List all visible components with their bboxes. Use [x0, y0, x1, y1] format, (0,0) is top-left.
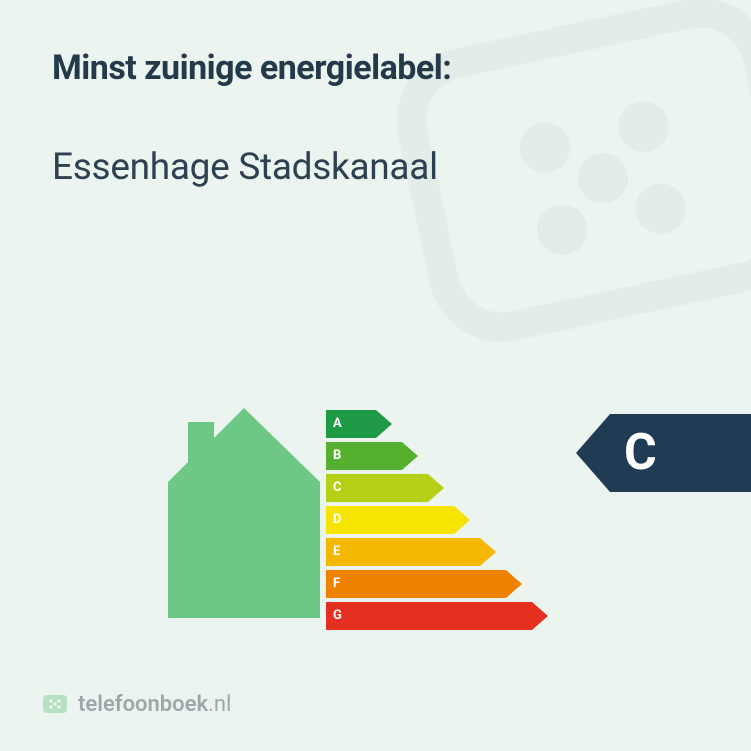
bar-label: C — [333, 480, 342, 495]
energy-graphic: A B C D E F G C — [168, 382, 728, 662]
energy-bar-a: A — [326, 410, 548, 438]
watermark-icon — [352, 0, 751, 419]
house-icon — [168, 404, 320, 618]
rating-indicator: C — [576, 414, 751, 492]
bar-label: E — [333, 544, 340, 559]
indicator-body: C — [610, 414, 751, 492]
energy-bar-b: B — [326, 442, 548, 470]
energy-bar-c: C — [326, 474, 548, 502]
bar-label: B — [333, 448, 341, 463]
footer-tld: .nl — [208, 692, 231, 717]
footer-logo-icon — [42, 691, 68, 717]
energy-label-card: Minst zuinige energielabel: Essenhage St… — [0, 0, 751, 751]
footer-brand: telefoonboek — [78, 692, 208, 717]
footer-text: telefoonboek.nl — [78, 692, 231, 717]
energy-bar-d: D — [326, 506, 548, 534]
indicator-arrow-icon — [576, 414, 610, 492]
energy-bars: A B C D E F G — [326, 410, 548, 634]
bar-label: A — [333, 416, 342, 431]
energy-bar-e: E — [326, 538, 548, 566]
energy-bar-g: G — [326, 602, 548, 630]
bar-label: G — [333, 608, 342, 623]
footer: telefoonboek.nl — [42, 691, 231, 717]
bar-label: F — [333, 576, 340, 591]
energy-bar-f: F — [326, 570, 548, 598]
bar-label: D — [333, 512, 341, 527]
indicator-letter: C — [624, 424, 657, 482]
